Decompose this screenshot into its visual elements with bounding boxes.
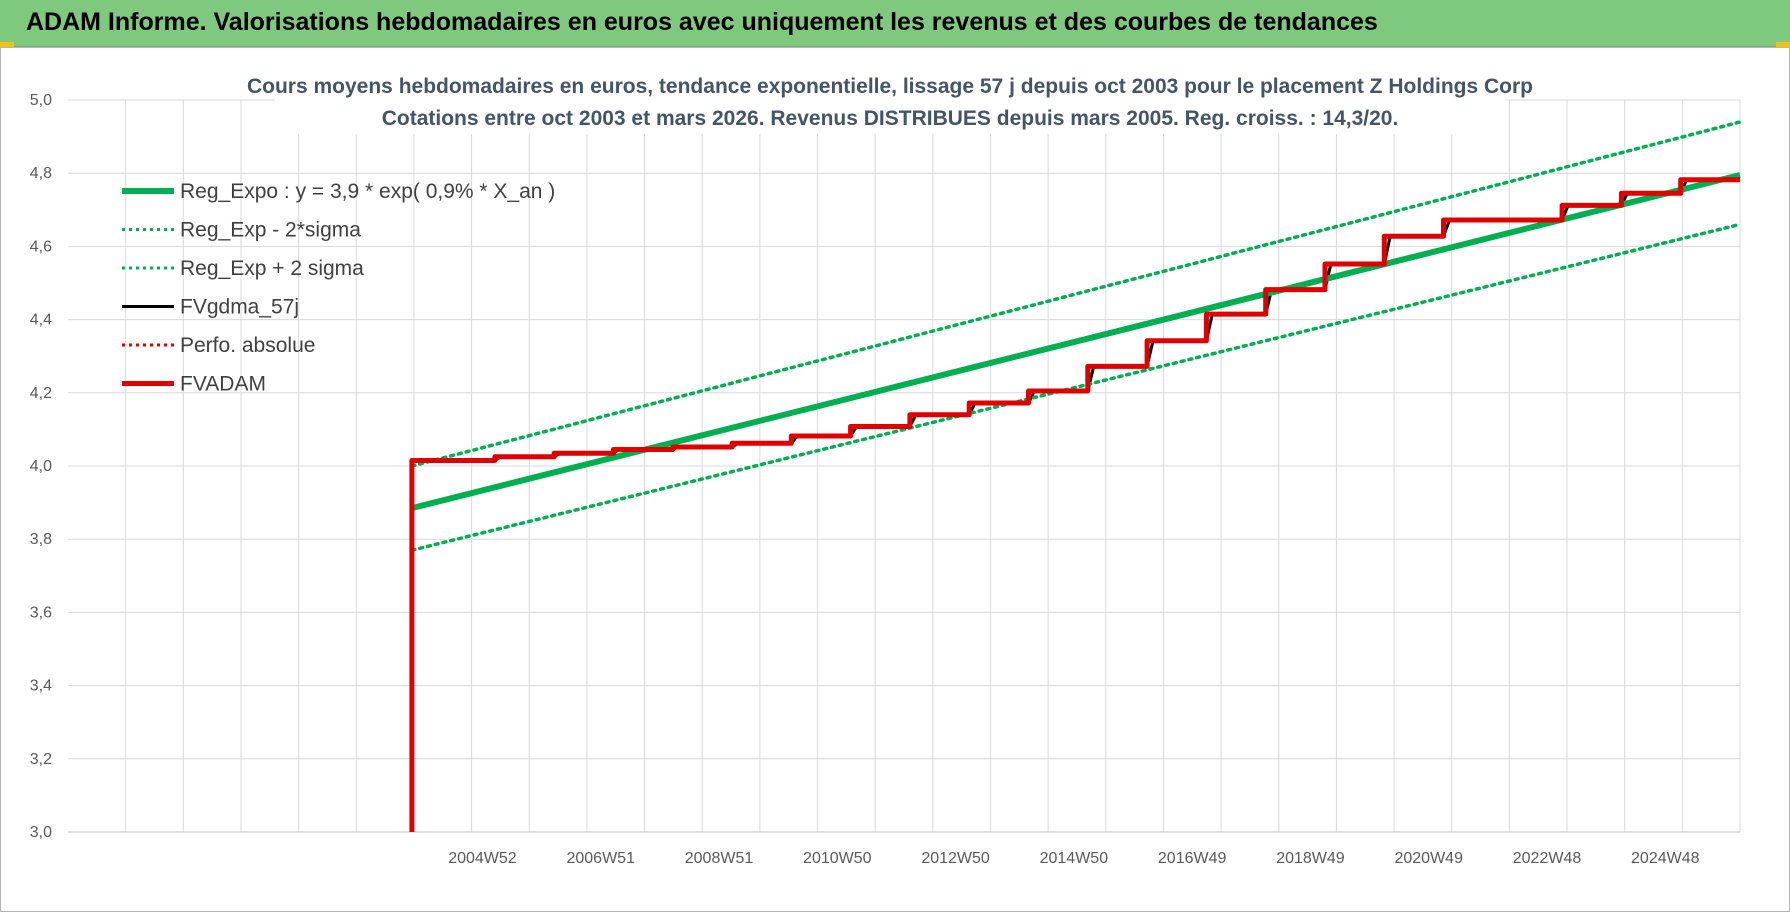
x-axis: 2004W52 2006W51 2008W51 2010W50 2012W50 2014W…	[448, 850, 1699, 867]
report-header: ADAM Informe. Valorisations hebdomadaire…	[0, 0, 1790, 47]
legend-label: Reg_Exp - 2*sigma	[180, 219, 361, 242]
x-tick-label: 2004W52	[448, 850, 517, 867]
x-tick-label: 2018W49	[1276, 850, 1345, 867]
chart-title: Cours moyens hebdomadaires en euros, ten…	[247, 75, 1533, 98]
y-tick-label: 3,8	[30, 531, 52, 548]
y-tick-label: 4,4	[30, 312, 52, 329]
series-line-reg-exp-2-sigma	[410, 120, 1742, 468]
y-tick-label: 3,4	[30, 678, 52, 695]
y-tick-label: 3,2	[30, 751, 52, 768]
x-tick-label: 2022W48	[1513, 850, 1582, 867]
y-tick-label: 4,2	[30, 385, 52, 402]
chart-grid	[68, 99, 1741, 833]
x-tick-label: 2006W51	[566, 850, 635, 867]
x-tick-label: 2014W50	[1040, 850, 1109, 867]
chart-title-group: Cours moyens hebdomadaires en euros, ten…	[247, 66, 1533, 134]
x-tick-label: 2008W51	[685, 850, 754, 867]
x-tick-label: 2020W49	[1394, 850, 1463, 867]
legend-label: Reg_Exp + 2 sigma	[180, 257, 364, 280]
report-title: ADAM Informe. Valorisations hebdomadaire…	[26, 8, 1378, 36]
legend-label: Reg_Expo : y = 3,9 * exp( 0,9% * X_an )	[180, 180, 555, 203]
corner-marker-top-left	[0, 42, 14, 47]
chart-subtitle: Cotations entre oct 2003 et mars 2026. R…	[382, 107, 1399, 130]
y-tick-label: 4,8	[30, 165, 52, 182]
series-line-fvadam	[409, 177, 1740, 832]
x-tick-label: 2024W48	[1631, 850, 1700, 867]
x-tick-label: 2012W50	[921, 850, 990, 867]
legend-label: FVADAM	[180, 373, 266, 396]
chart-title-background	[275, 66, 1505, 134]
y-tick-label: 3,0	[30, 824, 52, 841]
legend-label: FVgdma_57j	[180, 296, 299, 319]
legend: Reg_Expo : y = 3,9 * exp( 0,9% * X_an ) R…	[122, 180, 555, 396]
series-line-reg-expo-y-3-9-exp-0-9-x-an	[411, 172, 1741, 512]
corner-marker-top-right	[1776, 42, 1790, 47]
y-axis: 5,0 4,8 4,6 4,4 4,2 4,0 3,8 3,6 3,4 3,2 3,0	[30, 92, 52, 841]
y-tick-label: 4,0	[30, 458, 52, 475]
series-line-reg-exp-2-sigma	[410, 222, 1742, 552]
y-tick-label: 4,6	[30, 238, 52, 255]
legend-label: Perfo. absolue	[180, 334, 315, 357]
x-tick-label: 2016W49	[1158, 850, 1227, 867]
plot-area	[409, 120, 1742, 832]
y-tick-label: 3,6	[30, 604, 52, 621]
y-tick-label: 5,0	[30, 92, 52, 109]
x-tick-label: 2010W50	[803, 850, 872, 867]
